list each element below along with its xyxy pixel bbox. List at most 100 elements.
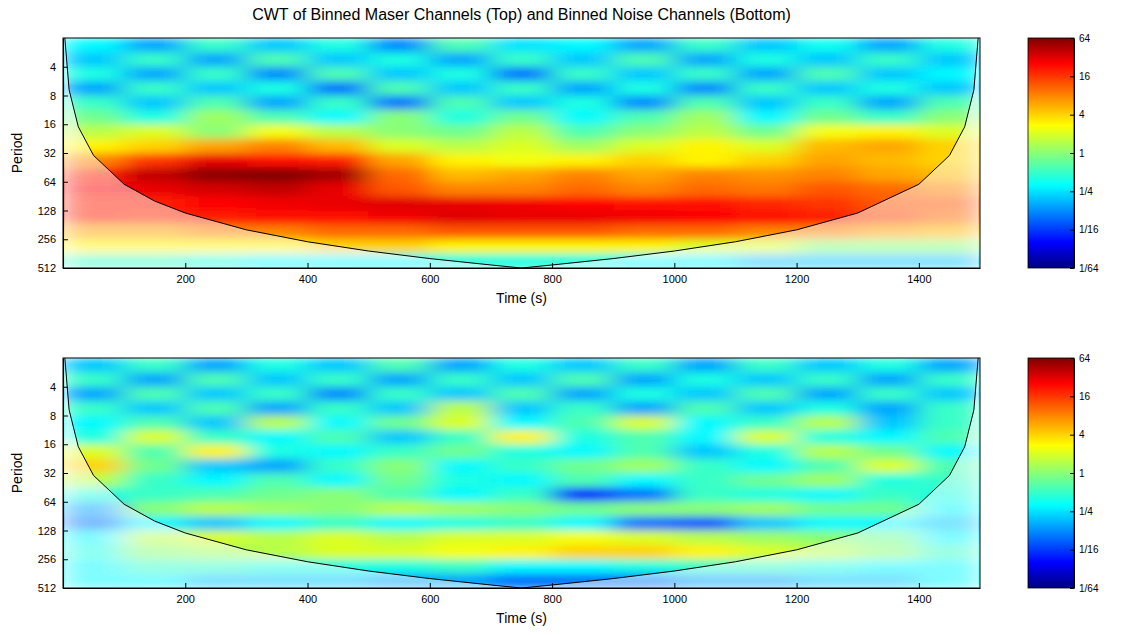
tick-mark bbox=[63, 124, 68, 125]
heatmap-cell bbox=[919, 67, 980, 82]
heatmap-cell bbox=[369, 387, 431, 402]
heatmap-cell bbox=[735, 211, 797, 226]
heatmap-cell bbox=[308, 81, 370, 96]
heatmap-cell bbox=[185, 139, 247, 154]
tick-mark bbox=[1070, 396, 1074, 397]
heatmap-cell bbox=[369, 139, 431, 154]
heatmap-cell bbox=[430, 416, 492, 431]
heatmap-cell bbox=[63, 52, 125, 67]
heatmap-cell bbox=[124, 387, 186, 402]
heatmap-cell bbox=[185, 67, 247, 82]
heatmap-cell bbox=[797, 416, 859, 431]
heatmap-cell bbox=[797, 372, 859, 387]
heatmap-cell bbox=[613, 444, 675, 459]
heatmap-cell bbox=[613, 153, 675, 168]
heatmap-cell bbox=[430, 516, 492, 531]
heatmap-cell bbox=[858, 444, 920, 459]
tick-label: 4 bbox=[50, 61, 56, 73]
heatmap-cell bbox=[430, 211, 492, 226]
tick-label: 400 bbox=[299, 273, 317, 285]
heatmap-cell bbox=[674, 531, 736, 546]
heatmap-cell bbox=[246, 401, 308, 416]
heatmap-cell bbox=[430, 225, 492, 240]
x-axis: 200400600800100012001400 bbox=[64, 263, 981, 285]
tick-mark bbox=[797, 583, 798, 588]
tick-mark bbox=[1070, 76, 1074, 77]
heatmap-cell bbox=[919, 81, 980, 96]
tick-label: 1/64 bbox=[1079, 583, 1099, 594]
plot-area bbox=[63, 38, 980, 268]
heatmap-cell bbox=[613, 487, 675, 502]
heatmap-cell bbox=[674, 401, 736, 416]
heatmap-cell bbox=[124, 473, 186, 488]
tick: 8 bbox=[50, 410, 68, 422]
heatmap-cell bbox=[369, 430, 431, 445]
heatmap-cell bbox=[552, 387, 614, 402]
heatmap-cell bbox=[552, 444, 614, 459]
tick-label: 1/4 bbox=[1079, 186, 1093, 197]
heatmap-cell bbox=[613, 387, 675, 402]
heatmap-cell bbox=[613, 531, 675, 546]
heatmap-cell bbox=[797, 358, 859, 373]
heatmap-cell bbox=[552, 502, 614, 517]
tick-label: 32 bbox=[44, 467, 56, 479]
heatmap-cell bbox=[308, 459, 370, 474]
tick-label: 512 bbox=[38, 582, 56, 594]
tick-label: 16 bbox=[44, 438, 56, 450]
heatmap-cell bbox=[491, 153, 553, 168]
coi-shade bbox=[65, 358, 978, 588]
tick-label: 200 bbox=[177, 593, 195, 605]
tick-mark bbox=[63, 502, 68, 503]
heatmap-cell bbox=[613, 502, 675, 517]
heatmap-cell bbox=[858, 167, 920, 182]
heatmap-cell bbox=[613, 81, 675, 96]
heatmap-cell bbox=[124, 372, 186, 387]
heatmap-cell bbox=[308, 196, 370, 211]
tick-mark bbox=[1070, 268, 1074, 269]
plot-area bbox=[63, 358, 980, 588]
heatmap-cell bbox=[491, 502, 553, 517]
tick-mark bbox=[63, 67, 68, 68]
heatmap-cell bbox=[491, 459, 553, 474]
heatmap-cell bbox=[491, 401, 553, 416]
tick: 16 bbox=[1070, 71, 1091, 82]
heatmap-cell bbox=[858, 358, 920, 373]
heatmap-cell bbox=[246, 416, 308, 431]
heatmap-cell bbox=[308, 67, 370, 82]
heatmap-cell bbox=[613, 167, 675, 182]
tick-mark bbox=[63, 588, 68, 589]
heatmap-cell bbox=[491, 96, 553, 111]
heatmap-cell bbox=[430, 502, 492, 517]
heatmap-cell bbox=[369, 211, 431, 226]
tick-mark bbox=[919, 583, 920, 588]
tick-label: 1/64 bbox=[1079, 263, 1099, 274]
tick: 1400 bbox=[907, 583, 931, 605]
tick-label: 64 bbox=[44, 496, 56, 508]
tick-mark bbox=[430, 263, 431, 268]
heatmap-cell bbox=[369, 167, 431, 182]
heatmap-cell bbox=[369, 487, 431, 502]
heatmap-cell bbox=[63, 67, 125, 82]
tick-mark bbox=[63, 559, 68, 560]
y-axis: 48163264128256512 bbox=[38, 39, 68, 275]
heatmap-cell bbox=[185, 416, 247, 431]
heatmap-cell bbox=[552, 473, 614, 488]
heatmap-cell bbox=[63, 372, 125, 387]
heatmap-cell bbox=[308, 387, 370, 402]
plot-frame bbox=[63, 358, 980, 588]
heatmap-cell bbox=[552, 182, 614, 197]
heatmap-cell bbox=[858, 124, 920, 139]
heatmap-cell bbox=[369, 110, 431, 125]
heatmap-cell bbox=[797, 153, 859, 168]
heatmap bbox=[63, 358, 980, 588]
heatmap-cell bbox=[185, 387, 247, 402]
heatmap-cell bbox=[308, 473, 370, 488]
tick: 32 bbox=[44, 467, 68, 479]
tick: 1/4 bbox=[1070, 506, 1093, 517]
heatmap-cell bbox=[797, 67, 859, 82]
heatmap-cell bbox=[491, 416, 553, 431]
heatmap bbox=[63, 38, 980, 268]
heatmap-cell bbox=[308, 444, 370, 459]
heatmap-cell bbox=[369, 358, 431, 373]
coi-line bbox=[65, 38, 978, 268]
